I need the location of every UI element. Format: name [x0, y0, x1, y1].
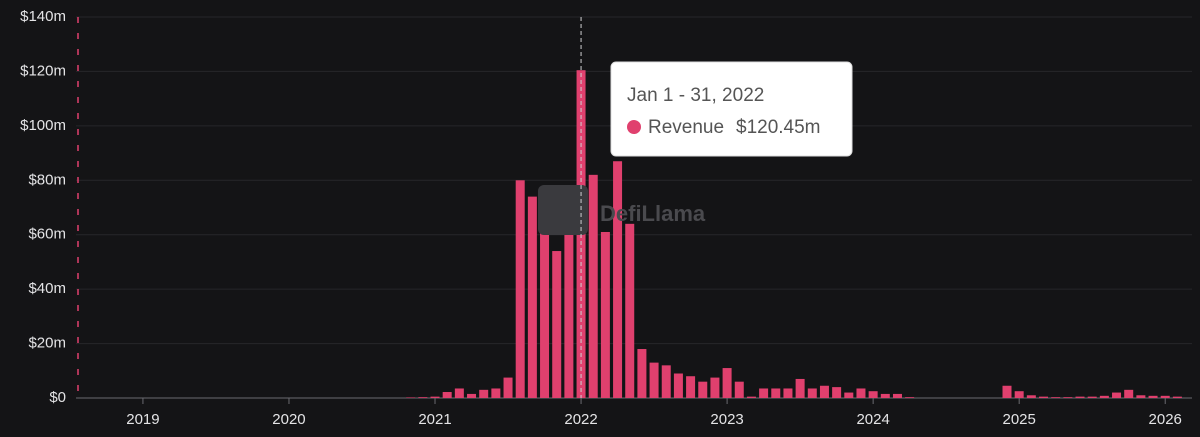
x-tick-label: 2024: [856, 411, 889, 428]
bar: [868, 391, 878, 398]
bar: [880, 393, 890, 398]
bar: [1002, 385, 1012, 398]
bar: [588, 174, 598, 398]
bar: [1172, 396, 1182, 398]
watermark-logo: [538, 185, 588, 235]
bar: [625, 223, 635, 398]
bar: [783, 388, 793, 398]
bar: [844, 392, 854, 398]
bar: [1160, 395, 1170, 398]
bar: [710, 377, 720, 398]
bar: [1075, 396, 1085, 398]
bar: [1039, 396, 1049, 398]
y-tick-label: $120m: [20, 62, 66, 79]
x-tick-label: 2019: [126, 411, 159, 428]
bar: [491, 388, 501, 398]
bar: [1026, 395, 1036, 398]
bar: [771, 388, 781, 398]
x-tick-label: 2023: [710, 411, 743, 428]
bar: [661, 365, 671, 398]
bar: [1112, 392, 1122, 398]
bar: [467, 393, 477, 398]
bar: [406, 397, 416, 398]
y-tick-label: $80m: [28, 171, 66, 188]
x-tick-label: 2026: [1149, 411, 1182, 428]
bar: [686, 376, 696, 398]
bar: [503, 377, 513, 398]
bar: [1136, 395, 1146, 398]
bar: [527, 196, 537, 398]
bar: [734, 381, 744, 398]
x-tick-label: 2022: [564, 411, 597, 428]
y-tick-label: $0: [49, 389, 66, 406]
bar: [819, 385, 829, 398]
y-tick-label: $60m: [28, 226, 66, 243]
bar: [442, 392, 452, 398]
bar: [479, 389, 489, 398]
bar: [454, 388, 464, 398]
tooltip-value: $120.45m: [736, 117, 821, 138]
watermark: DefiLlama: [600, 201, 706, 226]
bar: [1148, 395, 1158, 398]
bar: [1051, 397, 1061, 398]
bar: [430, 396, 440, 398]
bar: [540, 226, 550, 398]
y-tick-label: $40m: [28, 280, 66, 297]
bar: [552, 251, 562, 398]
tooltip-date: Jan 1 - 31, 2022: [627, 85, 764, 106]
bar: [1124, 389, 1134, 398]
bar: [746, 396, 756, 398]
tooltip-box: [610, 61, 853, 157]
bar: [649, 362, 659, 398]
bar: [892, 393, 902, 398]
tooltip-marker: [627, 120, 641, 134]
tooltip-series: Revenue: [648, 117, 724, 138]
x-tick-label: 2020: [272, 411, 305, 428]
bar: [1087, 396, 1097, 398]
bar: [1063, 397, 1073, 398]
bar: [905, 397, 915, 398]
bar: [613, 161, 623, 398]
bar: [698, 381, 708, 398]
x-tick-label: 2021: [418, 411, 451, 428]
y-tick-label: $20m: [28, 335, 66, 352]
bar: [807, 388, 817, 398]
x-tick-label: 2025: [1002, 411, 1035, 428]
bar: [832, 387, 842, 398]
bar: [418, 397, 428, 398]
y-tick-label: $140m: [20, 8, 66, 25]
bar: [515, 180, 525, 398]
y-tick-label: $100m: [20, 117, 66, 134]
bar: [1014, 391, 1024, 398]
bar: [722, 368, 732, 398]
bar: [637, 349, 647, 398]
bar: [795, 378, 805, 398]
bar: [856, 388, 866, 398]
bar: [564, 223, 574, 398]
bar: [600, 231, 610, 398]
bar: [759, 388, 769, 398]
tooltip: Jan 1 - 31, 2022 Revenue $120.45m: [610, 61, 853, 157]
bar: [1099, 395, 1109, 398]
bar: [673, 373, 683, 398]
